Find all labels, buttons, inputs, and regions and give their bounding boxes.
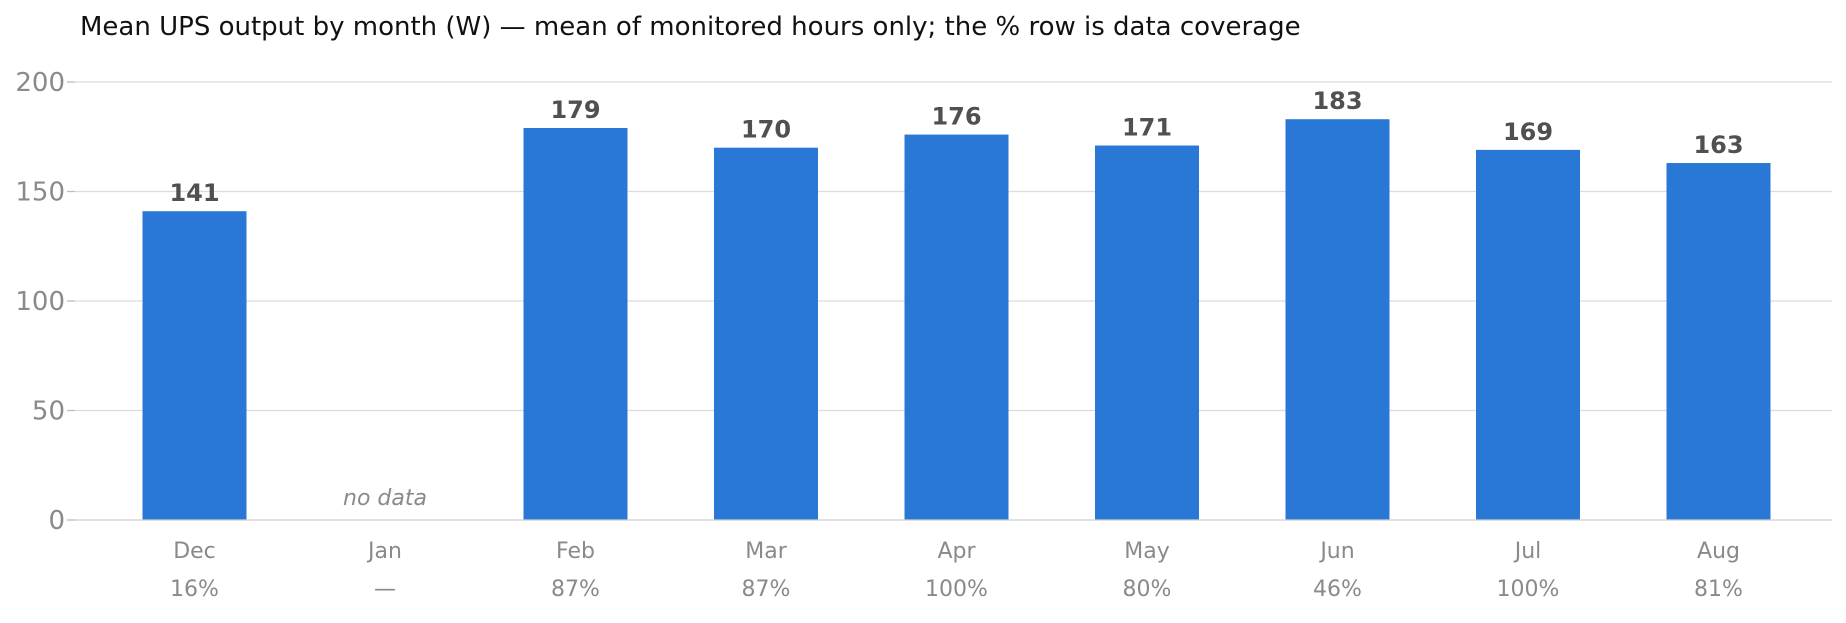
coverage-label: 80%: [1123, 577, 1172, 602]
x-tick-label: Apr: [937, 539, 976, 564]
coverage-label: 100%: [1497, 577, 1560, 602]
bar-jun: [1286, 119, 1390, 520]
data-label: 163: [1693, 131, 1743, 159]
bar-feb: [524, 128, 628, 520]
chart-title: Mean UPS output by month (W) — mean of m…: [80, 12, 1301, 42]
coverage-label: 87%: [742, 577, 791, 602]
x-tick-label: Feb: [556, 539, 595, 564]
y-tick-label: 100: [15, 287, 65, 317]
y-tick-label: 0: [48, 506, 65, 536]
coverage-label: 81%: [1694, 577, 1743, 602]
data-label: 176: [931, 103, 981, 131]
bar-mar: [714, 148, 818, 520]
bar-dec: [143, 211, 247, 520]
y-tick-label: 200: [15, 68, 65, 98]
bar-jul: [1476, 150, 1580, 520]
no-data-label: no data: [343, 486, 427, 511]
x-tick-label: Jun: [1318, 539, 1354, 564]
x-tick-label: Aug: [1697, 539, 1740, 564]
y-tick-label: 150: [15, 178, 65, 208]
data-label: 170: [741, 116, 791, 144]
x-tick-label: Jan: [366, 539, 402, 564]
coverage-label: 87%: [551, 577, 600, 602]
bars: 141 no data 179 170 176 171 183 169 163: [143, 87, 1771, 520]
coverage-label: 46%: [1313, 577, 1362, 602]
y-axis: 0 50 100 150 200: [15, 68, 75, 536]
x-tick-label: Mar: [745, 539, 787, 564]
data-label: 171: [1122, 114, 1172, 142]
x-tick-label: Jul: [1513, 539, 1542, 564]
data-label: 179: [550, 96, 600, 124]
x-axis: Dec 16% Jan — Feb 87% Mar 87% Apr 100% May 80% Jun 46…: [75, 520, 1832, 602]
coverage-label: 100%: [925, 577, 988, 602]
bar-may: [1095, 146, 1199, 520]
x-tick-label: May: [1124, 539, 1169, 564]
coverage-label: 16%: [170, 577, 219, 602]
coverage-label: —: [374, 577, 396, 602]
bar-aug: [1667, 163, 1771, 520]
data-label: 141: [169, 179, 219, 207]
bar-apr: [905, 135, 1009, 520]
y-tick-label: 50: [32, 397, 65, 427]
data-label: 183: [1312, 87, 1362, 115]
x-tick-label: Dec: [173, 539, 216, 564]
data-label: 169: [1503, 118, 1553, 146]
